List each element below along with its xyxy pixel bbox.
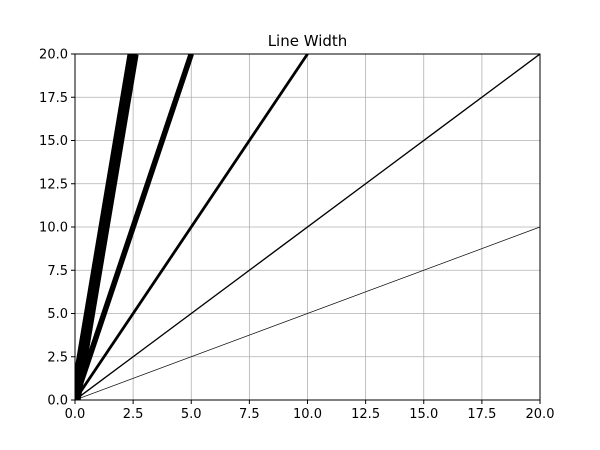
y-tick-label: 15.0 — [39, 134, 68, 149]
series-line-4 — [75, 54, 194, 400]
y-tick-label: 0.0 — [47, 394, 68, 409]
series-line-3 — [75, 54, 309, 400]
y-tick-label: 10.0 — [39, 221, 68, 236]
y-tick-label: 20.0 — [39, 48, 68, 63]
x-tick-label: 20.0 — [526, 407, 555, 422]
series-line-5 — [75, 54, 139, 400]
x-tick-label: 15.0 — [409, 407, 438, 422]
x-tick-label: 10.0 — [293, 407, 322, 422]
x-tick-label: 7.5 — [239, 407, 260, 422]
y-axis: 0.0 2.5 5.0 7.5 10.0 12.5 15.0 17.5 20.0 — [39, 48, 75, 409]
y-tick-label: 17.5 — [39, 91, 68, 106]
chart-title: Line Width — [268, 32, 348, 50]
x-axis: 0.0 2.5 5.0 7.5 10.0 12.5 15.0 17.5 20.0 — [65, 400, 555, 422]
y-tick-label: 7.5 — [47, 264, 68, 279]
plot-area — [75, 54, 540, 400]
x-tick-label: 0.0 — [65, 407, 86, 422]
x-tick-label: 5.0 — [181, 407, 202, 422]
series-line-2 — [75, 54, 540, 400]
series-line-1 — [75, 226, 540, 400]
y-tick-label: 2.5 — [47, 350, 68, 365]
x-tick-label: 12.5 — [351, 407, 380, 422]
y-tick-label: 12.5 — [39, 177, 68, 192]
y-tick-label: 5.0 — [47, 307, 68, 322]
x-tick-label: 2.5 — [123, 407, 144, 422]
x-tick-label: 17.5 — [467, 407, 496, 422]
